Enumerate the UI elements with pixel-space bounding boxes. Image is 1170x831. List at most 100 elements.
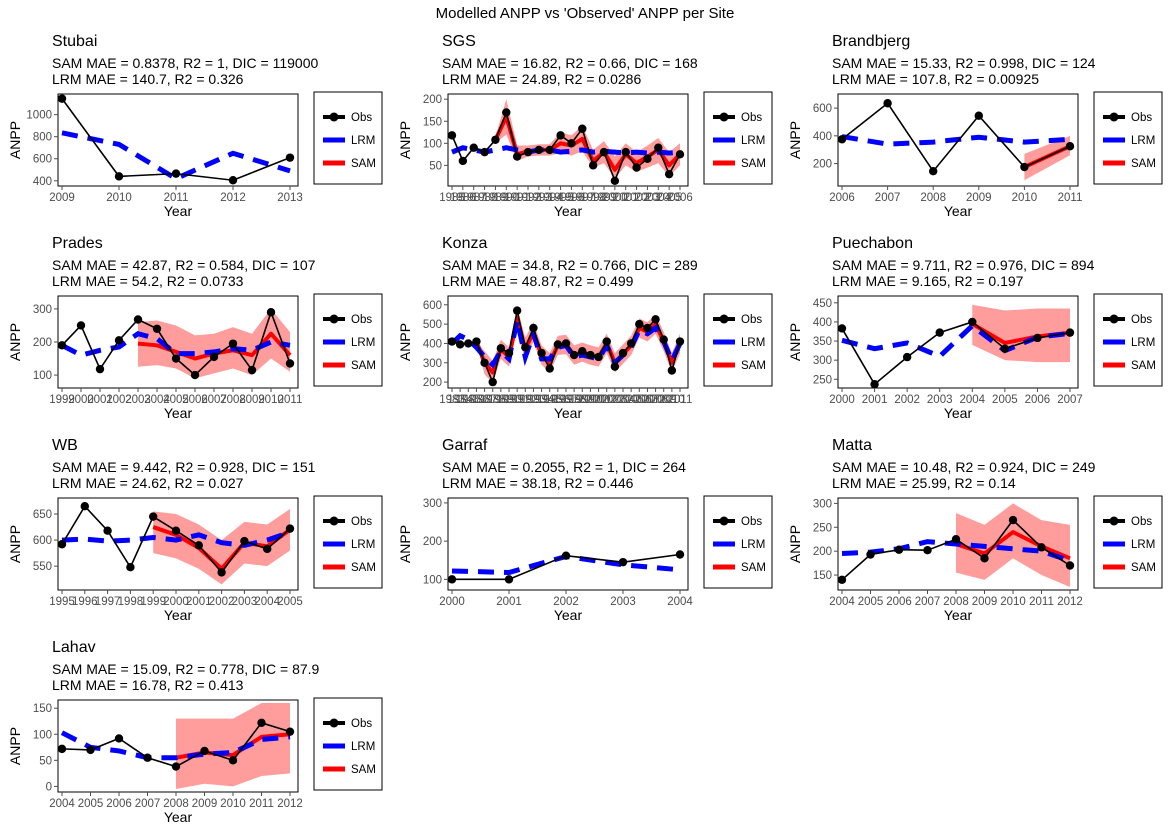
panel-title: Puechabon: [832, 235, 913, 252]
obs-point: [455, 340, 465, 349]
obs-point: [95, 364, 105, 374]
y-tick-label: 200: [423, 377, 442, 389]
legend-item-obs: Obs: [1103, 516, 1152, 528]
legend-label: LRM: [351, 135, 375, 147]
legend-label: SAM: [1131, 360, 1156, 372]
panel-title: Brandbjerg: [832, 33, 910, 50]
obs-point: [537, 348, 546, 358]
legend-label: SAM: [741, 562, 766, 574]
x-tick-label: 2003: [232, 596, 258, 608]
y-tick-label: 200: [423, 94, 442, 106]
obs-point: [556, 131, 565, 140]
x-tick-label: 1993: [521, 394, 547, 406]
x-axis-label: Year: [164, 809, 193, 825]
x-tick-label: 2009: [192, 798, 218, 810]
x-tick-label: 2007: [1057, 394, 1083, 406]
obs-point: [171, 169, 181, 178]
obs-point: [1065, 142, 1075, 151]
y-tick-label: 0: [46, 781, 52, 793]
legend-label: LRM: [1131, 337, 1155, 349]
x-tick-label: 2012: [277, 798, 303, 810]
x-tick-label: 1997: [553, 394, 579, 406]
legend-item-lrm: LRM: [713, 337, 765, 349]
obs-point: [643, 323, 652, 333]
plot-area: [58, 703, 295, 789]
plot-border: [447, 93, 689, 187]
x-tick-label: 2011: [1058, 192, 1083, 204]
x-tick-label: 2005: [858, 596, 884, 608]
panel-sgs: SGS SAM MAE = 16.82, R2 = 0.66, DIC = 168…: [397, 33, 773, 219]
x-tick-label: 2004: [959, 394, 985, 406]
obs-point: [504, 348, 514, 358]
x-tick-label: 2009: [966, 192, 992, 204]
obs-point: [1037, 543, 1046, 552]
y-tick-label: 1000: [26, 110, 52, 122]
x-tick-label: 1998: [561, 394, 587, 406]
panel-subtitle-sam: SAM MAE = 15.33, R2 = 0.998, DIC = 124: [832, 55, 1096, 71]
obs-point: [618, 557, 628, 567]
panel-subtitle-lrm: LRM MAE = 24.89, R2 = 0.0286: [442, 71, 641, 87]
legend-item-sam: SAM: [713, 158, 766, 170]
y-tick-label: 250: [813, 522, 832, 534]
obs-point: [838, 135, 847, 144]
legend-label: LRM: [351, 741, 375, 753]
obs-point: [469, 143, 478, 152]
legend-label: LRM: [741, 539, 765, 551]
obs-point: [464, 339, 473, 348]
panel-subtitle-lrm: LRM MAE = 54.2, R2 = 0.0733: [52, 273, 244, 289]
x-tick-label: 2005: [78, 798, 104, 810]
x-tick-label: 1990: [496, 394, 522, 406]
obs-point: [143, 753, 152, 762]
legend-item-obs: Obs: [713, 314, 762, 326]
obs-point: [894, 545, 904, 554]
x-tick-label: 2007: [875, 192, 901, 204]
x-tick-label: 2004: [829, 596, 855, 608]
x-tick-label: 2008: [163, 798, 189, 810]
obs-point: [870, 380, 879, 388]
obs-point: [588, 161, 598, 170]
obs-point: [149, 512, 158, 521]
legend-item-sam: SAM: [1103, 158, 1156, 170]
legend-obs-point: [1109, 516, 1119, 526]
legend-item-sam: SAM: [713, 562, 766, 574]
legend-label: Obs: [351, 314, 372, 326]
panel-subtitle-sam: SAM MAE = 9.711, R2 = 0.976, DIC = 894: [832, 257, 1095, 273]
lrm-line: [451, 145, 681, 156]
x-tick-label: 1991: [504, 394, 530, 406]
x-tick-label: 2004: [144, 394, 170, 406]
obs-point: [285, 524, 295, 533]
y-tick-label: 450: [813, 298, 832, 310]
lrm-line: [61, 130, 291, 182]
panel-subtitle-lrm: LRM MAE = 25.99, R2 = 0.14: [832, 475, 1016, 491]
legend-obs-point: [329, 718, 339, 728]
obs-point: [980, 554, 989, 563]
obs-point: [635, 319, 644, 329]
legend-label: LRM: [351, 539, 375, 551]
legend-obs-point: [719, 516, 729, 526]
obs-point: [621, 147, 630, 157]
obs-point: [266, 308, 276, 317]
legend-obs-point: [719, 314, 729, 324]
x-tick-label: 2003: [602, 394, 628, 406]
x-tick-label: 2011: [1029, 596, 1054, 608]
obs-point: [263, 544, 272, 554]
x-tick-label: 2004: [49, 798, 75, 810]
x-tick-label: 2002: [553, 596, 579, 608]
x-tick-label: 2011: [164, 192, 189, 204]
x-axis-label: Year: [944, 607, 973, 623]
obs-point: [1008, 515, 1018, 525]
legend-label: SAM: [1131, 562, 1156, 574]
y-tick-label: 400: [33, 176, 52, 188]
legend-label: Obs: [741, 112, 762, 124]
x-tick-label: 2008: [643, 394, 669, 406]
x-tick-label: 1995: [548, 192, 574, 204]
obs-point: [114, 336, 124, 345]
legend-item-sam: SAM: [323, 158, 376, 170]
panel-subtitle-sam: SAM MAE = 9.442, R2 = 0.928, DIC = 151: [52, 459, 316, 475]
x-axis-label: Year: [164, 405, 193, 421]
x-tick-label: 1983: [439, 394, 465, 406]
x-tick-label: 1988: [480, 394, 506, 406]
panel-lahav: Lahav SAM MAE = 15.09, R2 = 0.778, DIC = …: [7, 639, 383, 825]
obs-point: [133, 315, 143, 324]
